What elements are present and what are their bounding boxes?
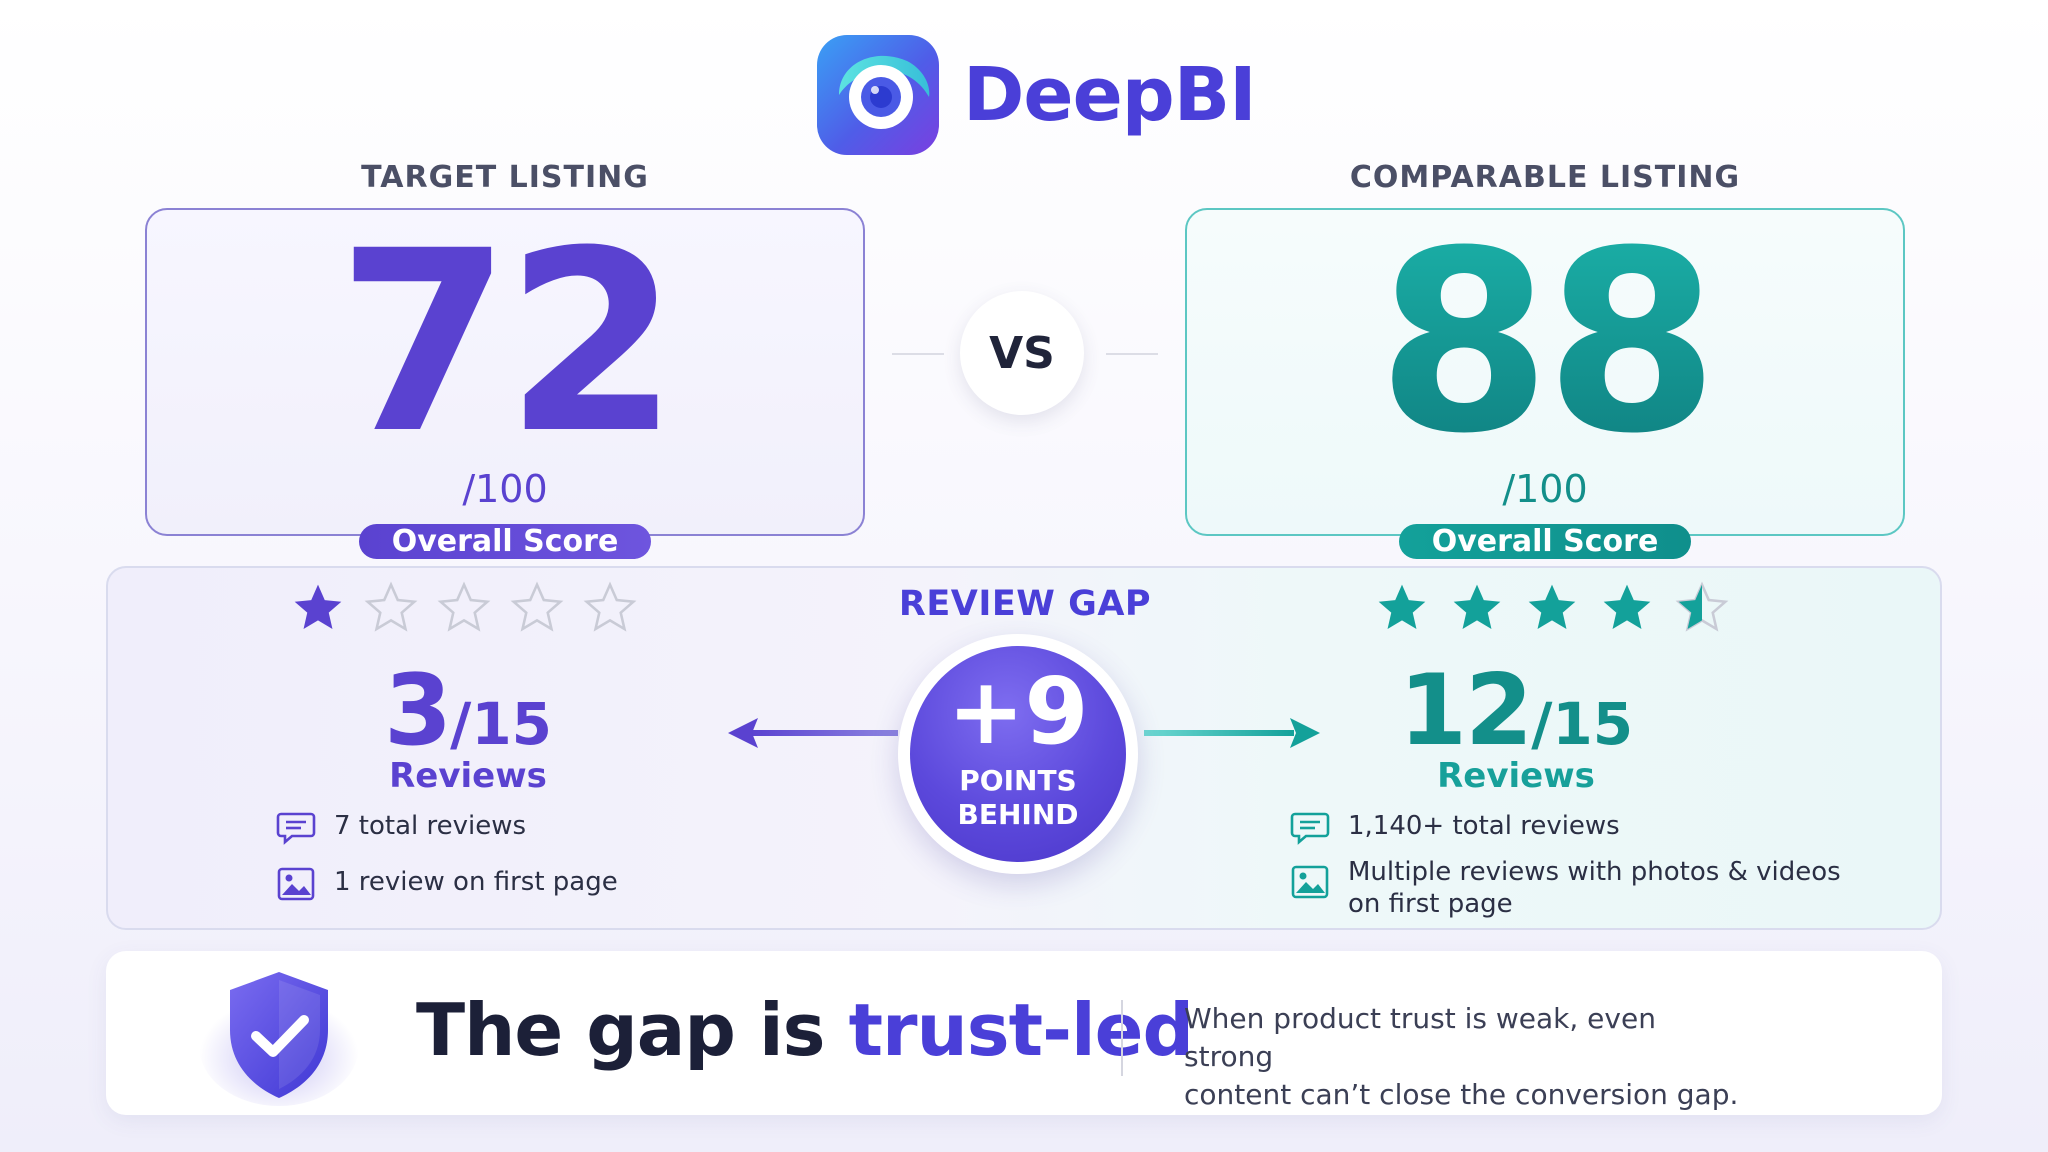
trust-banner — [106, 951, 1942, 1115]
target-detail-first-page-text: 1 review on first page — [334, 867, 618, 897]
arrow-left-icon — [728, 718, 898, 748]
comparable-score-pill: Overall Score — [1399, 524, 1691, 559]
brand-name: DeepBI — [963, 52, 1257, 138]
review-gap-caption-line2: BEHIND — [957, 798, 1079, 831]
comparable-score-max: /100 — [1502, 467, 1588, 511]
arrow-right-icon — [1144, 718, 1320, 748]
comparable-detail-media-line2: on first page — [1348, 889, 1513, 919]
target-reviews-label: Reviews — [389, 756, 547, 796]
star-filled-icon — [1453, 584, 1501, 629]
target-score-max: /100 — [462, 467, 548, 511]
target-star-rating — [290, 580, 655, 636]
comparable-score: 88 — [1377, 197, 1719, 488]
banner-subtext-line1: When product trust is weak, even strong — [1184, 1002, 1656, 1073]
comparable-review-score-value: 12 — [1398, 654, 1533, 768]
vs-badge: VS — [960, 291, 1084, 415]
banner-headline-accent: trust-led — [848, 988, 1194, 1072]
target-score-pill: Overall Score — [359, 524, 651, 559]
image-icon — [1291, 865, 1329, 899]
comparable-detail-media-line1: Multiple reviews with photos & videos — [1348, 857, 1841, 887]
star-filled-icon — [294, 584, 342, 629]
comparable-score-card: 88 /100 Overall Score — [1185, 197, 1905, 559]
target-review-score-value: 3 — [383, 654, 452, 768]
banner-headline-prefix: The gap is — [416, 988, 849, 1072]
star-empty-icon — [583, 581, 637, 632]
banner-headline: The gap is trust-led — [416, 988, 1194, 1072]
chat-icon — [1290, 812, 1330, 845]
chat-icon — [276, 812, 316, 845]
comparable-detail-media: Multiple reviews with photos & videos on… — [1290, 856, 1841, 920]
review-gap-badge: +9 POINTS BEHIND — [910, 646, 1126, 862]
image-icon — [277, 867, 315, 901]
comparable-review-score-max: /15 — [1531, 690, 1634, 758]
star-filled-icon — [1603, 584, 1651, 629]
target-score-card: 72 /100 Overall Score — [145, 197, 865, 559]
comparable-detail-total: 1,140+ total reviews — [1290, 810, 1620, 846]
star-empty-icon — [510, 581, 564, 632]
comparable-detail-media-text: Multiple reviews with photos & videos on… — [1348, 856, 1841, 920]
review-gap-title: REVIEW GAP — [898, 584, 1152, 624]
shield-check-icon — [199, 972, 359, 1106]
banner-subtext-line2: content can’t close the conversion gap. — [1184, 1078, 1739, 1111]
comparable-reviews-label: Reviews — [1437, 756, 1595, 796]
deepbi-logo-icon — [817, 35, 939, 155]
target-detail-first-page: 1 review on first page — [276, 866, 618, 902]
star-filled-icon — [1378, 584, 1426, 629]
star-empty-icon — [364, 581, 418, 632]
target-detail-total: 7 total reviews — [276, 810, 526, 846]
banner-divider — [1121, 1000, 1123, 1076]
star-filled-icon — [1528, 584, 1576, 629]
target-listing-heading: TARGET LISTING — [361, 160, 649, 195]
review-gap-value: +9 — [947, 658, 1089, 765]
banner-subtext: When product trust is weak, even strong … — [1184, 1000, 1744, 1114]
brand-logo: DeepBI — [815, 30, 1445, 160]
vs-divider-right — [1106, 353, 1158, 355]
review-gap-caption: POINTS BEHIND — [958, 764, 1079, 832]
vs-divider-left — [892, 353, 944, 355]
target-score: 72 — [337, 197, 679, 488]
review-gap-caption-line1: POINTS — [959, 764, 1077, 797]
comparable-star-rating — [1374, 580, 1749, 636]
target-detail-total-text: 7 total reviews — [334, 811, 527, 841]
comparable-listing-heading: COMPARABLE LISTING — [1349, 160, 1741, 195]
star-empty-icon — [437, 581, 491, 632]
comparable-review-score: 12/15 — [1366, 662, 1666, 760]
target-review-score-max: /15 — [450, 690, 553, 758]
target-review-score: 3/15 — [318, 662, 618, 760]
star-half-icon — [1675, 581, 1729, 632]
comparable-detail-total-text: 1,140+ total reviews — [1348, 811, 1620, 841]
